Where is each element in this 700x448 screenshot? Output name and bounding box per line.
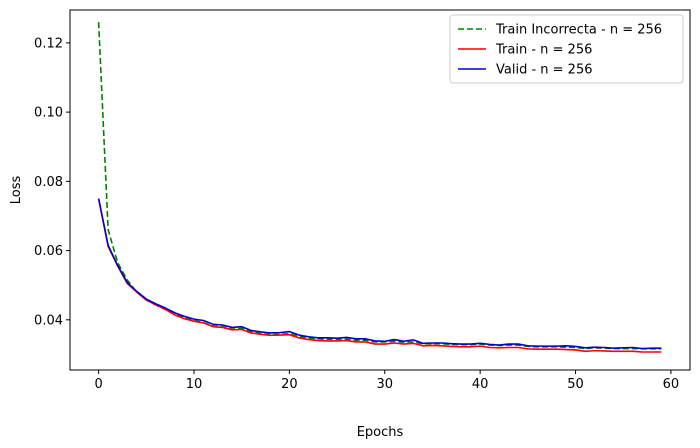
x-tick-label: 0 xyxy=(94,377,102,392)
y-tick-label: 0.10 xyxy=(34,106,63,121)
x-tick-label: 60 xyxy=(663,377,680,392)
x-tick-label: 20 xyxy=(281,377,298,392)
y-axis: 0.04 0.06 0.08 0.10 0.12 xyxy=(34,36,70,328)
y-tick-label: 0.12 xyxy=(34,36,63,51)
plot-frame xyxy=(69,9,691,371)
y-tick-label: 0.06 xyxy=(34,244,63,259)
legend-box xyxy=(449,14,684,84)
legend-label-0: Train Incorrecta - n = 256 xyxy=(495,23,662,38)
y-axis-label: Loss xyxy=(9,176,24,205)
series-line-1 xyxy=(97,198,662,353)
series-layer xyxy=(97,22,662,353)
legend: Train Incorrecta - n = 256 Train - n = 25… xyxy=(449,14,684,84)
x-tick-label: 40 xyxy=(472,377,489,392)
x-axis: 0 10 20 30 40 50 60 xyxy=(94,370,679,392)
y-tick-label: 0.08 xyxy=(34,175,63,190)
y-tick-label: 0.04 xyxy=(34,313,63,328)
legend-label-2: Valid - n = 256 xyxy=(496,63,593,78)
x-tick-label: 10 xyxy=(186,377,203,392)
x-tick-label: 50 xyxy=(567,377,584,392)
series-line-2 xyxy=(97,198,662,350)
legend-label-1: Train - n = 256 xyxy=(495,43,592,58)
x-axis-label: Epochs xyxy=(357,425,404,440)
x-tick-label: 30 xyxy=(376,377,393,392)
